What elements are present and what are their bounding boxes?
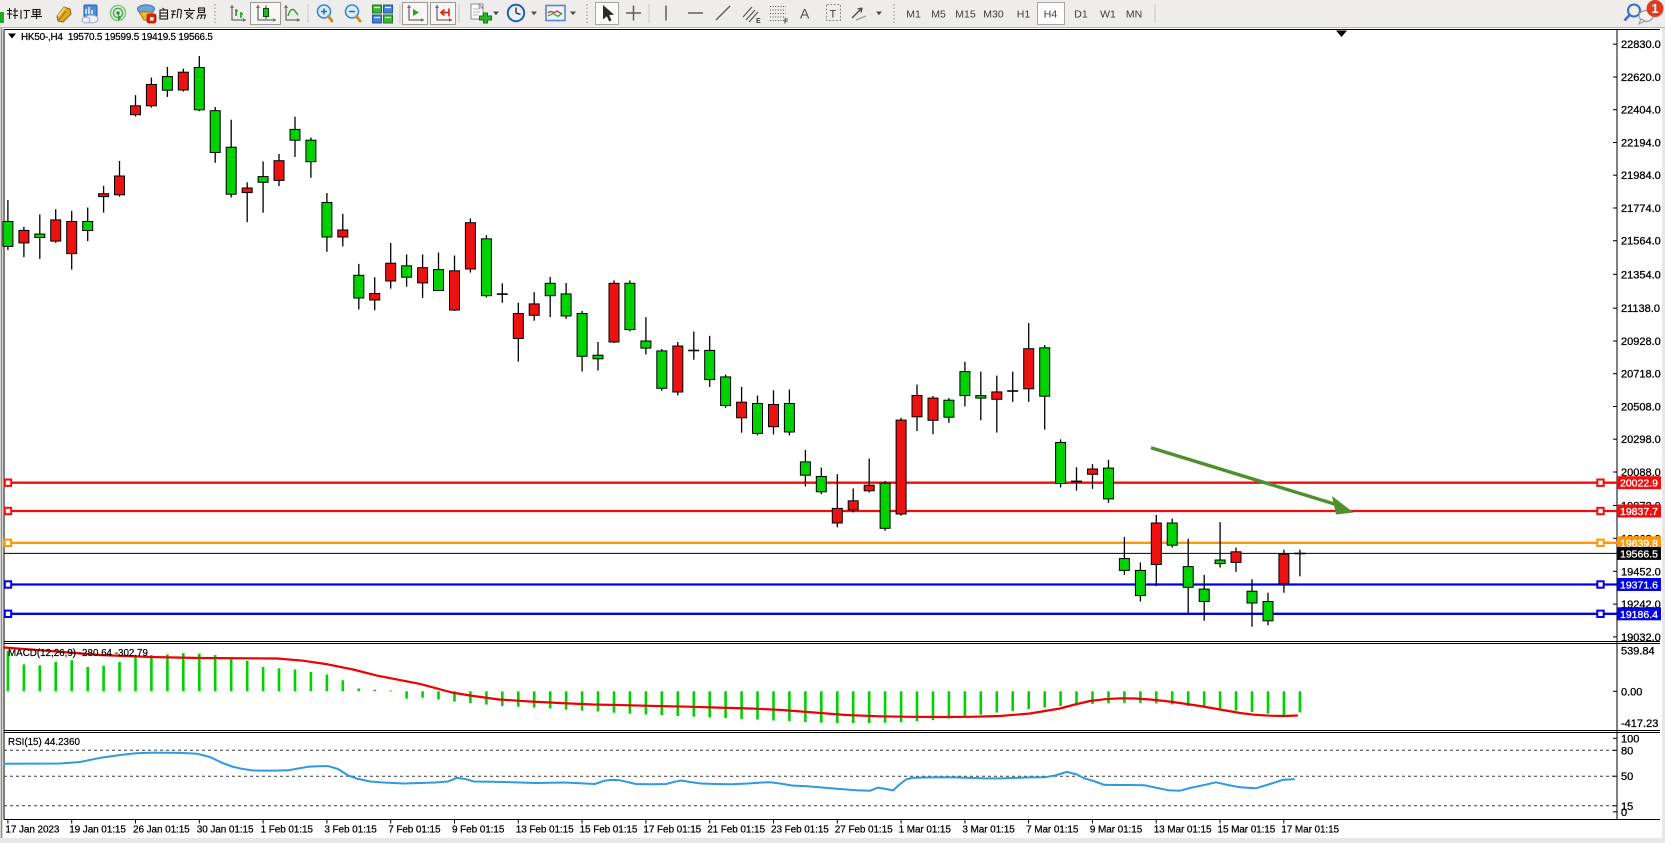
svg-text:HK50-,H4 19570.5 19599.5 1941: HK50-,H4 19570.5 19599.5 19419.5 19566.5 xyxy=(21,32,213,43)
svg-text:27 Feb 01:15: 27 Feb 01:15 xyxy=(835,825,893,836)
svg-text:MN: MN xyxy=(1126,9,1142,21)
svg-text:21774.0: 21774.0 xyxy=(1621,203,1661,215)
svg-text:0: 0 xyxy=(1621,807,1627,819)
svg-text:W1: W1 xyxy=(1100,9,1116,21)
svg-text:D1: D1 xyxy=(1074,9,1088,21)
svg-text:19 Jan 01:15: 19 Jan 01:15 xyxy=(69,825,126,836)
svg-text:1 Feb 01:15: 1 Feb 01:15 xyxy=(261,825,314,836)
svg-text:539.84: 539.84 xyxy=(1621,646,1655,658)
svg-text:19452.0: 19452.0 xyxy=(1621,566,1661,578)
svg-text:E: E xyxy=(756,18,761,25)
svg-text:17 Jan 2023: 17 Jan 2023 xyxy=(5,825,59,836)
svg-text:T: T xyxy=(830,9,837,21)
svg-text:20718.0: 20718.0 xyxy=(1621,369,1661,381)
svg-text:3 Feb 01:15: 3 Feb 01:15 xyxy=(324,825,377,836)
svg-text:19639.8: 19639.8 xyxy=(1620,538,1658,550)
svg-text:21354.0: 21354.0 xyxy=(1621,269,1661,281)
svg-text:30 Jan 01:15: 30 Jan 01:15 xyxy=(197,825,254,836)
svg-text:20022.9: 20022.9 xyxy=(1620,478,1658,490)
svg-text:7 Mar 01:15: 7 Mar 01:15 xyxy=(1026,825,1079,836)
svg-text:H4: H4 xyxy=(1044,9,1058,21)
svg-text:13 Feb 01:15: 13 Feb 01:15 xyxy=(516,825,574,836)
svg-text:26 Jan 01:15: 26 Jan 01:15 xyxy=(133,825,190,836)
svg-text:1 Mar 01:15: 1 Mar 01:15 xyxy=(899,825,952,836)
svg-text:7 Feb 01:15: 7 Feb 01:15 xyxy=(388,825,441,836)
svg-text:15: 15 xyxy=(1621,801,1633,813)
svg-text:9 Feb 01:15: 9 Feb 01:15 xyxy=(452,825,505,836)
svg-text:-417.23: -417.23 xyxy=(1621,718,1658,730)
svg-text:19032.0: 19032.0 xyxy=(1621,632,1661,644)
svg-text:15 Feb 01:15: 15 Feb 01:15 xyxy=(580,825,638,836)
svg-text:21 Feb 01:15: 21 Feb 01:15 xyxy=(707,825,765,836)
svg-text:22404.0: 22404.0 xyxy=(1621,105,1661,117)
svg-text:17 Feb 01:15: 17 Feb 01:15 xyxy=(643,825,701,836)
svg-text:M5: M5 xyxy=(931,9,946,21)
svg-text:RSI(15) 44.2360: RSI(15) 44.2360 xyxy=(8,737,80,748)
svg-text:22620.0: 22620.0 xyxy=(1621,72,1661,84)
svg-text:19837.7: 19837.7 xyxy=(1620,506,1658,518)
svg-text:100: 100 xyxy=(1621,733,1639,745)
svg-text:3 Mar 01:15: 3 Mar 01:15 xyxy=(962,825,1015,836)
svg-text:19566.5: 19566.5 xyxy=(1620,548,1658,560)
svg-text:F: F xyxy=(784,19,789,26)
svg-text:MACD(12,26,9) -280.64 -302.79: MACD(12,26,9) -280.64 -302.79 xyxy=(8,648,148,659)
svg-text:19371.6: 19371.6 xyxy=(1620,580,1658,592)
svg-text:H1: H1 xyxy=(1017,9,1031,21)
svg-text:22830.0: 22830.0 xyxy=(1621,39,1661,51)
svg-text:0.00: 0.00 xyxy=(1621,686,1642,698)
svg-text:20298.0: 20298.0 xyxy=(1621,434,1661,446)
svg-text:50: 50 xyxy=(1621,771,1633,783)
svg-text:19186.4: 19186.4 xyxy=(1620,609,1658,621)
svg-text:M15: M15 xyxy=(955,9,976,21)
svg-text:21984.0: 21984.0 xyxy=(1621,170,1661,182)
svg-text:21564.0: 21564.0 xyxy=(1621,236,1661,248)
svg-text:17 Mar 01:15: 17 Mar 01:15 xyxy=(1281,825,1339,836)
svg-text:1: 1 xyxy=(1651,1,1658,16)
svg-text:20508.0: 20508.0 xyxy=(1621,402,1661,414)
svg-text:80: 80 xyxy=(1621,745,1633,757)
svg-text:22194.0: 22194.0 xyxy=(1621,138,1661,150)
svg-text:M30: M30 xyxy=(983,9,1004,21)
svg-text:15 Mar 01:15: 15 Mar 01:15 xyxy=(1218,825,1276,836)
svg-text:21138.0: 21138.0 xyxy=(1621,303,1660,315)
svg-text:20088.0: 20088.0 xyxy=(1621,467,1661,479)
svg-text:9 Mar 01:15: 9 Mar 01:15 xyxy=(1090,825,1143,836)
svg-text:20928.0: 20928.0 xyxy=(1621,336,1661,348)
svg-text:M1: M1 xyxy=(906,9,921,21)
svg-text:23 Feb 01:15: 23 Feb 01:15 xyxy=(771,825,829,836)
svg-text:A: A xyxy=(800,6,810,22)
svg-text:13 Mar 01:15: 13 Mar 01:15 xyxy=(1154,825,1212,836)
